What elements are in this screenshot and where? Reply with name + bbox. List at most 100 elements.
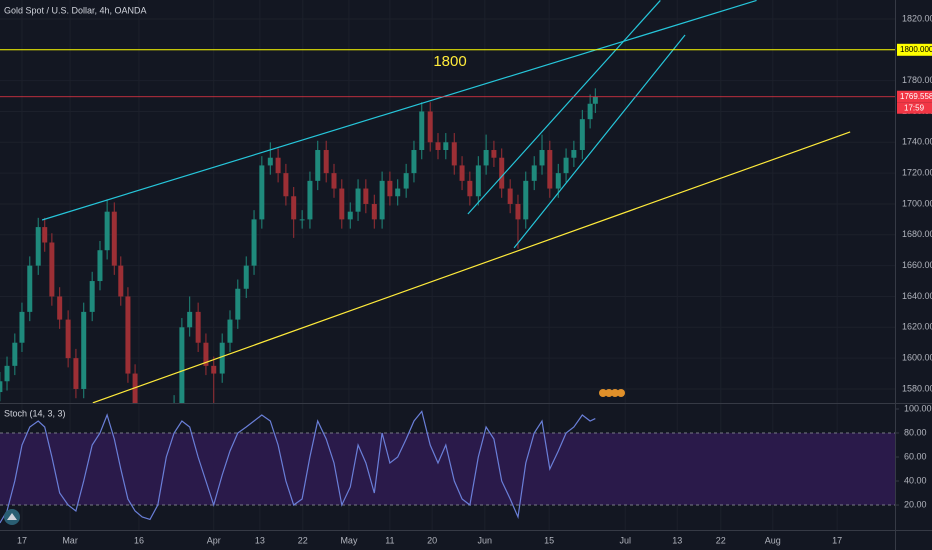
y-tick-label: 1660.000 (902, 260, 932, 270)
annotation: 1800 (433, 53, 466, 70)
event-icons[interactable] (599, 389, 625, 397)
candle-body (179, 327, 185, 403)
candle-body (435, 142, 441, 151)
x-tick-label: Mar (62, 535, 78, 545)
x-tick-label: 11 (385, 535, 394, 545)
candle-body (523, 180, 529, 220)
x-tick-label: Jun (478, 535, 493, 545)
y-tick-label: 1720.000 (902, 168, 932, 178)
x-tick-label: 17 (17, 535, 27, 545)
candle-body (483, 150, 489, 166)
y-tick-label: 1740.000 (902, 137, 932, 147)
candle-body (547, 150, 553, 189)
candle-body (592, 96, 598, 104)
stoch-tick-label: 80.00 (904, 427, 927, 437)
candle-body (195, 311, 201, 343)
candle-body (563, 157, 569, 174)
event-icon[interactable] (617, 389, 625, 397)
event-icon[interactable] (605, 389, 613, 397)
stoch-tick-label: 100.00 (904, 403, 932, 413)
x-tick-label: 13 (255, 535, 265, 545)
candle-body (555, 173, 561, 189)
event-icon[interactable] (599, 389, 607, 397)
candle-body (251, 219, 257, 266)
candle-body (467, 180, 473, 197)
candle-body (363, 188, 369, 204)
candle-body (65, 319, 71, 359)
candle-body (395, 188, 401, 197)
y-tick-label: 1640.000 (902, 291, 932, 301)
stoch-line (0, 410, 596, 524)
trendline (513, 34, 686, 249)
candle-body (42, 227, 48, 243)
y-tick-label: 1580.000 (902, 383, 932, 393)
candle-body (235, 288, 241, 320)
candle-body (307, 180, 313, 220)
candle-body (379, 180, 385, 220)
candle-body (0, 381, 3, 393)
candle-body (125, 296, 131, 374)
candle-body (331, 173, 337, 189)
candle-body (507, 188, 513, 204)
x-tick-label: 15 (544, 535, 554, 545)
candle-body (118, 265, 124, 297)
candle-body (104, 211, 110, 251)
candle-body (475, 165, 481, 197)
candle-body (89, 281, 95, 312)
price-tag-label: 1800.000 (900, 45, 932, 54)
chart-title: Gold Spot / U.S. Dollar, 4h, OANDA (4, 5, 147, 15)
candle-body (27, 265, 33, 312)
candle-body (259, 165, 265, 220)
stoch-label: Stoch (14, 3, 3) (4, 408, 66, 418)
candle-body (57, 296, 63, 320)
candle-body (111, 211, 117, 266)
candle-body (579, 119, 585, 151)
x-tick-label: 13 (672, 535, 682, 545)
x-tick-label: 16 (134, 535, 144, 545)
candle-body (97, 250, 103, 282)
candle-body (211, 365, 217, 374)
y-tick-label: 1680.000 (902, 229, 932, 239)
x-tick-label: Jul (619, 535, 631, 545)
x-tick-label: 17 (832, 535, 842, 545)
candle-body (291, 196, 297, 220)
candle-body (571, 150, 577, 158)
candle-body (243, 265, 249, 289)
candle-body (4, 365, 10, 382)
x-tick-label: Apr (207, 535, 221, 545)
y-tick-label: 1600.000 (902, 353, 932, 363)
candle-body (49, 242, 55, 297)
x-tick-label: 22 (716, 535, 726, 545)
candle-body (499, 157, 505, 189)
countdown-tag (897, 102, 932, 114)
candle-body (539, 150, 545, 166)
price-tag-label: 1769.558 (900, 92, 932, 101)
candle-body (531, 165, 537, 181)
trendline (92, 131, 851, 403)
candle-body (299, 219, 305, 221)
y-tick-label: 1620.000 (902, 322, 932, 332)
candle-body (283, 173, 289, 197)
y-tick-label: 1780.000 (902, 75, 932, 85)
candle-body (12, 342, 18, 366)
candle-body (73, 358, 79, 389)
candle-body (203, 342, 209, 366)
candle-body (419, 111, 425, 151)
trendline (41, 0, 757, 221)
countdown: 17:59 (904, 103, 925, 112)
event-icon[interactable] (611, 389, 619, 397)
x-tick-label: 22 (298, 535, 308, 545)
price-tag (897, 43, 932, 56)
logo-glyph (7, 513, 17, 520)
candle-body (323, 150, 329, 174)
candle-body (451, 142, 457, 166)
candle-body (427, 111, 433, 143)
logo[interactable] (4, 509, 20, 525)
trendline (467, 0, 661, 215)
price-tag (897, 90, 932, 103)
candle-body (587, 103, 593, 120)
x-tick-label: Aug (765, 535, 781, 545)
candle-body (347, 211, 353, 220)
candle-body (35, 227, 41, 266)
